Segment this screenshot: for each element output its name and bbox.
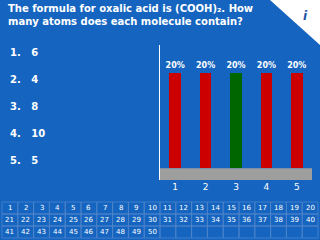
svg-text:47: 47 xyxy=(100,228,109,236)
svg-text:12: 12 xyxy=(179,204,188,212)
svg-text:42: 42 xyxy=(21,228,30,236)
svg-text:5: 5 xyxy=(71,204,75,212)
svg-text:15: 15 xyxy=(227,204,236,212)
svg-text:22: 22 xyxy=(21,216,30,224)
svg-text:2: 2 xyxy=(24,204,28,212)
svg-text:21: 21 xyxy=(5,216,14,224)
svg-text:20%: 20% xyxy=(257,61,276,70)
svg-text:18: 18 xyxy=(274,204,283,212)
svg-text:17: 17 xyxy=(258,204,267,212)
svg-text:5: 5 xyxy=(294,182,300,192)
svg-text:24: 24 xyxy=(53,216,62,224)
svg-text:27: 27 xyxy=(100,216,109,224)
svg-text:28: 28 xyxy=(116,216,125,224)
svg-text:38: 38 xyxy=(274,216,283,224)
svg-text:20%: 20% xyxy=(166,61,185,70)
svg-text:31: 31 xyxy=(163,216,172,224)
svg-text:9: 9 xyxy=(134,204,138,212)
svg-text:5. 5: 5. 5 xyxy=(10,155,38,166)
svg-text:20%: 20% xyxy=(226,61,245,70)
svg-text:4: 4 xyxy=(55,204,60,212)
svg-text:6: 6 xyxy=(86,204,91,212)
svg-text:2: 2 xyxy=(203,182,209,192)
svg-text:3: 3 xyxy=(40,204,44,212)
svg-text:16: 16 xyxy=(242,204,251,212)
svg-text:20%: 20% xyxy=(287,61,306,70)
svg-text:14: 14 xyxy=(211,204,220,212)
svg-text:32: 32 xyxy=(179,216,188,224)
svg-text:4: 4 xyxy=(264,182,270,192)
svg-text:50: 50 xyxy=(148,228,157,236)
svg-text:41: 41 xyxy=(5,228,14,236)
svg-text:26: 26 xyxy=(84,216,93,224)
svg-text:49: 49 xyxy=(132,228,141,236)
svg-text:11: 11 xyxy=(163,204,172,212)
svg-text:4. 10: 4. 10 xyxy=(10,128,45,139)
svg-text:33: 33 xyxy=(195,216,204,224)
svg-text:1. 6: 1. 6 xyxy=(10,47,38,58)
svg-text:44: 44 xyxy=(53,228,62,236)
svg-text:20: 20 xyxy=(306,204,315,212)
svg-text:40: 40 xyxy=(306,216,315,224)
svg-text:1: 1 xyxy=(172,182,178,192)
svg-text:3. 8: 3. 8 xyxy=(10,101,38,112)
svg-text:2. 4: 2. 4 xyxy=(10,74,38,85)
svg-text:35: 35 xyxy=(227,216,236,224)
svg-text:36: 36 xyxy=(242,216,251,224)
svg-text:45: 45 xyxy=(69,228,78,236)
svg-text:1: 1 xyxy=(8,204,12,212)
svg-text:8: 8 xyxy=(119,204,123,212)
svg-text:23: 23 xyxy=(37,216,46,224)
svg-text:30: 30 xyxy=(148,216,157,224)
svg-text:43: 43 xyxy=(37,228,46,236)
svg-text:i: i xyxy=(303,9,308,23)
svg-text:10: 10 xyxy=(148,204,157,212)
svg-text:The formula for oxalic acid is: The formula for oxalic acid is (COOH)₂. … xyxy=(8,3,253,27)
svg-text:3: 3 xyxy=(233,182,239,192)
svg-text:25: 25 xyxy=(69,216,78,224)
svg-text:7: 7 xyxy=(103,204,107,212)
svg-text:39: 39 xyxy=(290,216,299,224)
svg-text:19: 19 xyxy=(290,204,299,212)
svg-text:20%: 20% xyxy=(196,61,215,70)
svg-text:13: 13 xyxy=(195,204,204,212)
svg-text:29: 29 xyxy=(132,216,141,224)
svg-text:48: 48 xyxy=(116,228,125,236)
svg-text:34: 34 xyxy=(211,216,220,224)
svg-text:46: 46 xyxy=(84,228,93,236)
svg-text:37: 37 xyxy=(258,216,267,224)
